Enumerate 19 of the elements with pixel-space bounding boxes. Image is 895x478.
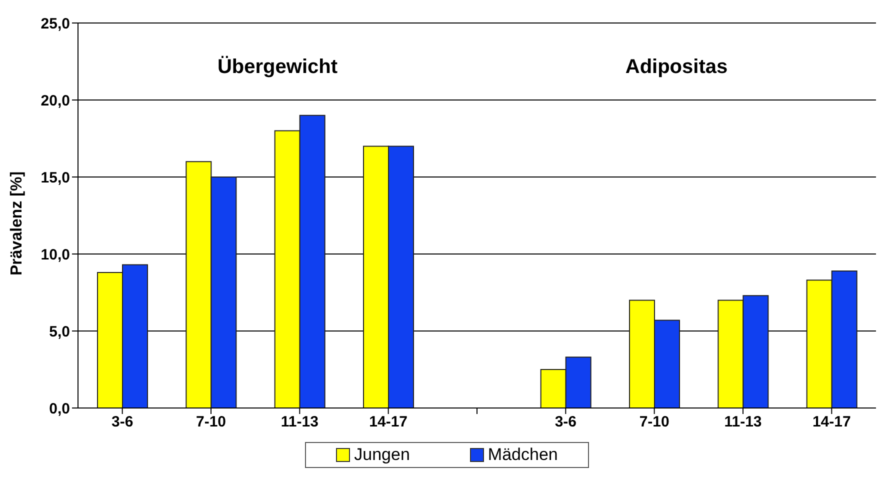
y-tick-label: 20,0 <box>40 92 70 110</box>
y-axis-title: Prävalenz [%] <box>8 171 26 276</box>
annotation: Übergewicht <box>216 56 339 79</box>
x-tick-label: 11-13 <box>280 414 318 431</box>
x-tick-label: 7-10 <box>639 414 670 431</box>
x-tick-label: 3-6 <box>554 414 577 431</box>
x-tick-label: 11-13 <box>724 414 762 431</box>
y-tick-label: 0,0 <box>49 400 70 418</box>
x-tick-label: 7-10 <box>196 414 226 431</box>
y-tick-label: 15,0 <box>40 169 70 186</box>
x-tick-label: 3-6 <box>111 414 134 431</box>
annotation: Adipositas <box>624 56 729 79</box>
x-tick-label: 14-17 <box>812 414 851 431</box>
x-tick-label: 14-17 <box>369 414 408 431</box>
legend-label: Mädchen <box>486 445 558 465</box>
legend-label: Jungen <box>353 445 410 465</box>
y-tick-label: 25,0 <box>40 15 70 32</box>
y-tick-label: 10,0 <box>40 246 70 264</box>
y-tick-label: 5,0 <box>49 323 70 340</box>
